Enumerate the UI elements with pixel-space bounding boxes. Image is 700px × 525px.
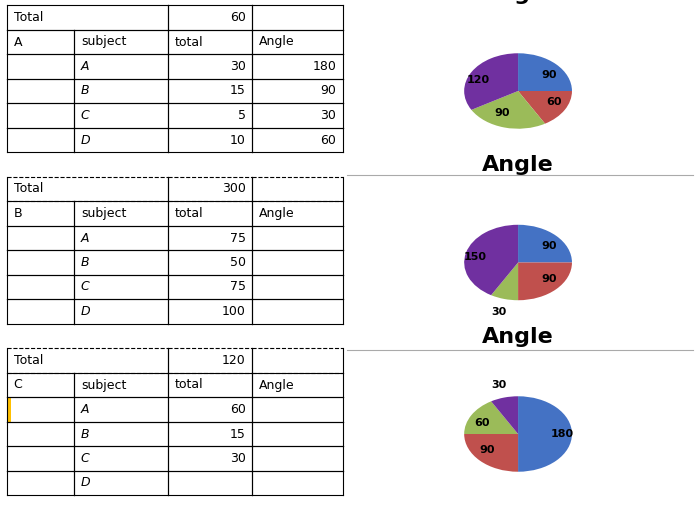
- Wedge shape: [518, 225, 572, 262]
- Wedge shape: [518, 53, 572, 91]
- Text: Total: Total: [14, 183, 43, 195]
- Text: 100: 100: [222, 305, 246, 318]
- Text: 90: 90: [494, 108, 510, 118]
- Text: Angle: Angle: [259, 36, 295, 48]
- Bar: [7, 397, 11, 422]
- Text: 15: 15: [230, 85, 246, 98]
- Wedge shape: [471, 91, 545, 129]
- Text: D: D: [81, 133, 90, 146]
- Text: D: D: [81, 477, 90, 489]
- Text: 60: 60: [230, 403, 246, 416]
- Text: 180: 180: [550, 429, 573, 439]
- Text: A: A: [81, 403, 90, 416]
- Text: subject: subject: [81, 379, 126, 392]
- Text: total: total: [175, 379, 204, 392]
- Text: total: total: [175, 207, 204, 220]
- Text: A: A: [14, 36, 22, 48]
- Wedge shape: [464, 53, 518, 110]
- Wedge shape: [464, 401, 518, 434]
- Text: B: B: [14, 207, 22, 220]
- Wedge shape: [518, 396, 572, 472]
- Text: C: C: [81, 109, 90, 122]
- Text: 30: 30: [491, 307, 507, 317]
- Wedge shape: [518, 91, 572, 124]
- Text: subject: subject: [81, 36, 126, 48]
- Text: 180: 180: [312, 60, 337, 73]
- Text: 75: 75: [230, 280, 246, 293]
- Text: B: B: [81, 256, 90, 269]
- Text: 75: 75: [230, 232, 246, 245]
- Text: Total: Total: [14, 354, 43, 367]
- Text: 50: 50: [230, 256, 246, 269]
- Text: 30: 30: [230, 452, 246, 465]
- Title: Angle: Angle: [482, 327, 554, 346]
- Text: Angle: Angle: [259, 379, 295, 392]
- Text: 30: 30: [230, 60, 246, 73]
- Text: 60: 60: [546, 97, 561, 107]
- Text: 15: 15: [230, 427, 246, 440]
- Text: C: C: [81, 452, 90, 465]
- Text: 60: 60: [230, 11, 246, 24]
- Text: 5: 5: [238, 109, 246, 122]
- Text: C: C: [14, 379, 22, 392]
- Text: A: A: [81, 232, 90, 245]
- Wedge shape: [464, 225, 518, 295]
- Text: B: B: [81, 427, 90, 440]
- Wedge shape: [464, 434, 518, 472]
- Text: Total: Total: [14, 11, 43, 24]
- Text: 300: 300: [222, 183, 246, 195]
- Text: 150: 150: [464, 251, 486, 261]
- Wedge shape: [491, 262, 518, 300]
- Text: 90: 90: [541, 242, 556, 251]
- Wedge shape: [518, 262, 572, 300]
- Text: 60: 60: [321, 133, 337, 146]
- Text: B: B: [81, 85, 90, 98]
- Text: A: A: [81, 60, 90, 73]
- Text: 30: 30: [321, 109, 337, 122]
- Text: total: total: [175, 36, 204, 48]
- Text: 120: 120: [222, 354, 246, 367]
- Title: Angle: Angle: [482, 0, 554, 4]
- Text: D: D: [81, 305, 90, 318]
- Text: 90: 90: [480, 445, 495, 455]
- Text: 60: 60: [475, 418, 490, 428]
- Text: 10: 10: [230, 133, 246, 146]
- Text: Angle: Angle: [259, 207, 295, 220]
- Text: subject: subject: [81, 207, 126, 220]
- Title: Angle: Angle: [482, 155, 554, 175]
- Text: 90: 90: [541, 274, 556, 284]
- Text: 90: 90: [321, 85, 337, 98]
- Text: 90: 90: [541, 70, 556, 80]
- Text: 30: 30: [491, 380, 507, 390]
- Text: C: C: [81, 280, 90, 293]
- Wedge shape: [491, 396, 518, 434]
- Text: 120: 120: [467, 75, 490, 85]
